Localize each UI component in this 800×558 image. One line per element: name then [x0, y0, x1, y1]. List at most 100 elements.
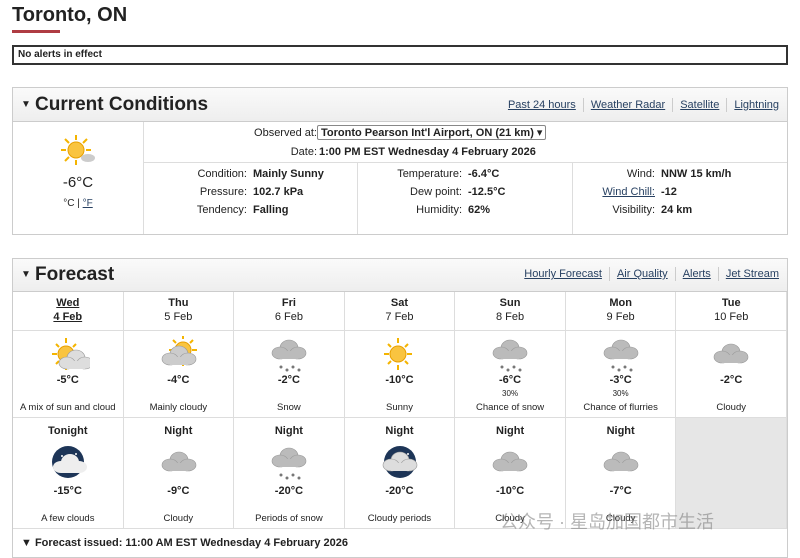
icon-part: [629, 368, 633, 372]
day-summary: Chance of snow: [476, 402, 545, 413]
day-pop: 30%: [502, 389, 519, 398]
field-value: -6.4°C: [468, 168, 500, 180]
day-cell[interactable]: Thu 5 Feb -4°C Mainly cloudy: [123, 292, 235, 418]
day-temp: -10°C: [385, 374, 414, 386]
day-temp: -4°C: [167, 374, 190, 386]
icon-part: [279, 473, 283, 477]
day-temp: -3°C: [609, 374, 632, 386]
night-summary: A few clouds: [41, 513, 95, 524]
weather-icon: [52, 446, 87, 478]
night-cell[interactable]: Night -9°C Cloudy: [123, 418, 235, 529]
day-name: Fri: [281, 297, 296, 309]
header-link[interactable]: Satellite: [680, 98, 720, 111]
night-cell[interactable]: Night -20°C Periods of snow: [234, 418, 345, 529]
night-label: Night: [274, 425, 303, 437]
day-summary: A mix of sun and cloud: [19, 402, 116, 413]
icon-part: [386, 360, 392, 365]
unit-switch: °C | °F: [63, 198, 93, 209]
day-summary: Chance of flurries: [583, 402, 658, 413]
field-label: Temperature:: [397, 168, 462, 180]
day-cell[interactable]: Tue 10 Feb -2°C Cloudy: [676, 292, 787, 418]
field-label[interactable]: Wind Chill:: [602, 186, 655, 198]
day-cell[interactable]: Fri 6 Feb -2°C Snow: [234, 292, 345, 418]
night-temp: -20°C: [274, 485, 304, 497]
icon-part: [291, 473, 295, 477]
weather-icon: [492, 339, 528, 372]
icon-part: [611, 351, 630, 359]
weather-icon: [52, 338, 90, 370]
icon-part: [501, 351, 520, 359]
unit-f[interactable]: °F: [82, 198, 93, 209]
icon-part: [512, 365, 516, 369]
icon-part: [611, 365, 633, 372]
current-header: ▼ Current Conditions Past 24 hours Weathe…: [13, 88, 787, 122]
day-cell[interactable]: Mon 9 Feb -3°C 30% Chance of flurries: [565, 292, 677, 418]
field-value: -12.5°C: [468, 186, 506, 198]
day-cell[interactable]: Wed 4 Feb -5°C A mix of sun and cloud: [13, 292, 124, 418]
icon-part: [61, 465, 79, 473]
header-link[interactable]: Jet Stream: [725, 267, 779, 280]
day-header: Tue 10 Feb: [676, 292, 786, 331]
day-name: Wed: [56, 297, 80, 309]
header-link[interactable]: Hourly Forecast: [524, 267, 602, 280]
collapse-arrow[interactable]: ▼: [21, 99, 31, 110]
header-link[interactable]: Past 24 hours: [507, 98, 576, 111]
icon-part: [61, 455, 63, 457]
day-summary: Snow: [277, 402, 301, 413]
day-pop: 30%: [612, 389, 629, 398]
field-label: Pressure:: [199, 186, 247, 198]
day-summary: Sunny: [386, 402, 413, 413]
forecast-panel: ▼ Forecast Hourly Forecast Air Quality Ale…: [12, 258, 788, 558]
unit-c[interactable]: °C: [63, 198, 75, 209]
field-column: Condition: Mainly Sunny Pressure: 102.7 kPa…: [143, 163, 358, 234]
day-cell[interactable]: Sat 7 Feb -10°C Sunny: [344, 292, 456, 418]
icon-part: [53, 454, 87, 473]
night-temp: -9°C: [167, 485, 190, 497]
night-cell[interactable]: Night -20°C Cloudy periods: [344, 418, 456, 529]
field-label: Condition:: [197, 168, 247, 180]
field-label: Humidity:: [416, 204, 462, 216]
header-link[interactable]: Air Quality: [616, 267, 668, 280]
icon-part: [603, 339, 639, 360]
night-cell[interactable]: Night -10°C Cloudy: [455, 418, 566, 529]
icon-part: [386, 343, 392, 348]
header-link[interactable]: Alerts: [682, 267, 711, 280]
icon-part: [279, 473, 301, 480]
field-value: 24 km: [661, 204, 693, 216]
field-label: Dew point:: [410, 186, 462, 198]
icon-part: [297, 476, 301, 480]
icon-part: [492, 339, 528, 360]
day-temp: -2°C: [720, 374, 743, 386]
icon-part: [722, 355, 741, 363]
header-link[interactable]: Weather Radar: [590, 98, 666, 111]
day-temp: -6°C: [499, 374, 522, 386]
weather-icon: [383, 338, 412, 370]
icon-part: [55, 343, 60, 348]
weather-icon: [382, 446, 418, 478]
collapse-arrow[interactable]: ▼: [21, 269, 31, 280]
day-date: 9 Feb: [606, 311, 635, 323]
weather-icon: [271, 447, 307, 480]
station-select[interactable]: Toronto Pearson Int'l Airport, ON (21 km…: [317, 125, 547, 140]
icon-part: [611, 365, 615, 369]
field-label: Tendency:: [196, 204, 247, 216]
day-cell[interactable]: Sun 8 Feb -6°C 30% Chance of snow: [455, 292, 566, 418]
icon-part: [611, 463, 630, 471]
empty-cell: [676, 418, 787, 529]
header-link[interactable]: Lightning: [734, 98, 779, 111]
night-cell[interactable]: Tonight -15°C A few clouds: [13, 418, 124, 529]
icon-part: [169, 357, 188, 365]
night-summary: Periods of snow: [255, 513, 323, 524]
night-label: Night: [164, 425, 193, 437]
sun-rays: [61, 135, 91, 165]
icon-part: [518, 368, 522, 372]
icon-part: [297, 368, 301, 372]
night-cell[interactable]: Night -7°C Cloudy: [565, 418, 677, 529]
icon-part: [603, 451, 639, 472]
page-title: Toronto, ON: [12, 4, 128, 26]
current-summary: -6°C °C | °F: [13, 122, 144, 234]
link-separator: [717, 267, 719, 281]
icon-part: [285, 476, 289, 480]
weather-icon: [603, 451, 639, 472]
